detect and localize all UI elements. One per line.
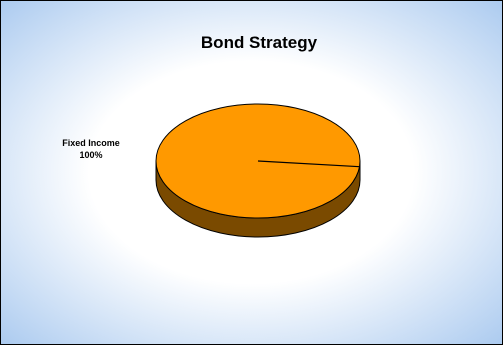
- pie-group: [155, 103, 361, 238]
- chart-title: Bond Strategy: [201, 33, 318, 52]
- slice-label-fixed-income: Fixed Income: [62, 138, 120, 148]
- slice-value-label: 100%: [79, 150, 102, 160]
- pie-seam-line: [257, 160, 360, 168]
